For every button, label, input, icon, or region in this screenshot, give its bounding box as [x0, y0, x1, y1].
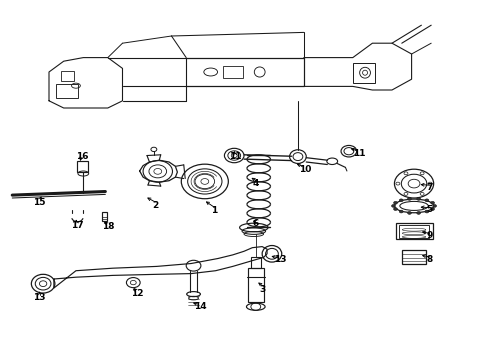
- Text: 16: 16: [76, 152, 89, 161]
- Circle shape: [408, 198, 411, 200]
- Text: 3: 3: [260, 285, 266, 294]
- Circle shape: [392, 204, 395, 207]
- Circle shape: [425, 210, 429, 213]
- Bar: [77, 161, 88, 172]
- Circle shape: [431, 208, 435, 210]
- Text: 2: 2: [152, 201, 158, 210]
- Text: 5: 5: [426, 205, 433, 214]
- Text: 15: 15: [33, 198, 46, 207]
- Text: 11: 11: [229, 152, 242, 161]
- Circle shape: [393, 202, 397, 204]
- Circle shape: [431, 202, 435, 204]
- Text: 6: 6: [252, 219, 259, 228]
- Text: 17: 17: [71, 220, 84, 230]
- Circle shape: [433, 204, 437, 207]
- Text: 13: 13: [33, 292, 46, 302]
- Bar: [248, 268, 264, 302]
- Bar: [402, 250, 426, 264]
- Circle shape: [393, 208, 397, 210]
- Bar: [399, 225, 429, 238]
- Bar: [251, 257, 261, 268]
- Text: 11: 11: [353, 149, 366, 158]
- Circle shape: [417, 212, 420, 214]
- Text: 10: 10: [299, 165, 311, 174]
- Text: 18: 18: [102, 222, 115, 231]
- Circle shape: [408, 212, 411, 214]
- Bar: [353, 63, 375, 83]
- Text: 12: 12: [131, 289, 144, 298]
- Circle shape: [399, 199, 403, 202]
- Text: 4: 4: [252, 179, 259, 188]
- Text: 9: 9: [426, 231, 433, 240]
- Circle shape: [425, 199, 429, 202]
- Circle shape: [417, 198, 420, 200]
- Circle shape: [399, 210, 403, 213]
- Bar: [61, 71, 74, 81]
- Text: 13: 13: [274, 256, 287, 264]
- Bar: [102, 212, 107, 221]
- Bar: [396, 223, 433, 239]
- Bar: [223, 66, 243, 78]
- Text: 7: 7: [426, 183, 433, 192]
- Text: 1: 1: [211, 206, 217, 215]
- Text: 8: 8: [426, 255, 433, 264]
- Text: 14: 14: [194, 302, 206, 311]
- Bar: [56, 84, 78, 98]
